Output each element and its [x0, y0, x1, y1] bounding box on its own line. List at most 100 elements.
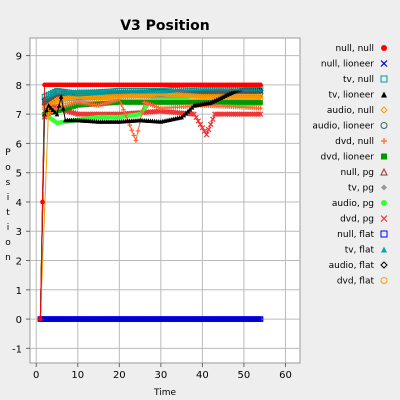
data-point: [237, 316, 243, 322]
data-point: [141, 91, 148, 98]
data-point: [241, 316, 247, 322]
data-point: [241, 111, 247, 117]
series-null-lioneer: [37, 316, 264, 322]
data-point: [81, 111, 87, 117]
data-point: [64, 316, 71, 322]
y-axis-label-letter: o: [5, 163, 11, 173]
data-point: [83, 316, 89, 322]
data-point: [224, 111, 231, 117]
data-point: [127, 122, 132, 128]
data-point: [255, 111, 262, 117]
data-point: [176, 91, 183, 98]
data-point: [77, 316, 83, 322]
data-point: [107, 93, 115, 100]
data-point: [220, 111, 226, 117]
data-point: [197, 93, 204, 100]
data-point: [212, 316, 218, 322]
data-point: [135, 128, 141, 134]
legend-label: null, null: [335, 44, 374, 54]
data-point: [164, 316, 170, 322]
data-point: [228, 111, 235, 117]
data-point: [147, 316, 154, 322]
data-point: [49, 99, 56, 106]
data-point: [68, 316, 75, 322]
series-layer: [37, 82, 264, 322]
data-point: [172, 316, 179, 322]
legend-marker: [380, 60, 388, 67]
data-point: [199, 125, 206, 131]
data-point: [251, 111, 258, 117]
data-point: [79, 316, 85, 322]
data-point: [205, 126, 212, 133]
data-point: [85, 111, 91, 117]
data-point: [195, 118, 201, 124]
data-point: [147, 91, 154, 98]
data-point: [239, 316, 245, 322]
series-line: [39, 101, 261, 320]
data-point: [121, 107, 126, 113]
data-point: [243, 316, 249, 322]
data-point: [234, 316, 241, 322]
data-point: [185, 316, 191, 322]
data-point: [172, 91, 179, 98]
y-axis-label-letter: i: [7, 223, 10, 233]
y-axis-label-letter: P: [5, 148, 11, 158]
x-tick-label: 60: [279, 370, 292, 381]
legend-label: tv, null: [343, 75, 374, 85]
data-point: [237, 111, 243, 117]
data-point: [191, 111, 197, 117]
y-tick-label: 7: [16, 110, 22, 121]
data-point: [186, 92, 193, 99]
data-point: [153, 316, 160, 322]
data-point: [201, 93, 208, 100]
data-point: [48, 105, 54, 110]
data-point: [51, 97, 58, 104]
legend-label: audio, pg: [332, 199, 374, 209]
data-point: [239, 111, 245, 117]
data-point: [116, 316, 123, 322]
data-point: [218, 316, 224, 322]
data-point: [197, 121, 204, 128]
data-point: [162, 316, 168, 322]
data-point: [189, 316, 195, 322]
legend-label: tv, lioneer: [328, 91, 374, 101]
legend-marker: [380, 75, 388, 83]
data-point: [214, 316, 220, 322]
data-point: [143, 316, 150, 322]
data-point: [249, 316, 255, 322]
data-point: [166, 316, 172, 322]
data-point: [205, 316, 212, 322]
data-point: [60, 105, 66, 111]
data-point: [249, 111, 255, 117]
data-point: [232, 316, 239, 322]
data-point: [187, 316, 193, 322]
data-point: [193, 93, 200, 100]
data-point: [118, 316, 125, 322]
data-point: [56, 103, 62, 108]
data-point: [212, 111, 218, 117]
data-point: [230, 316, 237, 322]
data-point: [184, 92, 191, 99]
data-point: [108, 316, 114, 322]
data-point: [257, 111, 264, 117]
data-point: [226, 111, 233, 117]
data-point: [247, 316, 253, 322]
data-point: [89, 316, 96, 322]
data-point: [58, 316, 64, 322]
data-point: [151, 316, 158, 322]
data-point: [89, 93, 96, 100]
data-point: [130, 92, 137, 99]
data-point: [75, 111, 81, 117]
y-tick-label: 1: [16, 286, 22, 297]
data-point: [93, 93, 100, 100]
data-point: [258, 100, 263, 105]
data-point: [38, 316, 43, 322]
data-point: [93, 316, 100, 322]
legend-label: null, lioneer: [321, 60, 374, 70]
data-point: [41, 316, 48, 322]
legend-label: audio, flat: [329, 261, 375, 271]
data-point: [176, 316, 183, 322]
y-tick-label: 5: [16, 169, 22, 180]
data-point: [166, 91, 173, 98]
data-point: [222, 316, 228, 322]
